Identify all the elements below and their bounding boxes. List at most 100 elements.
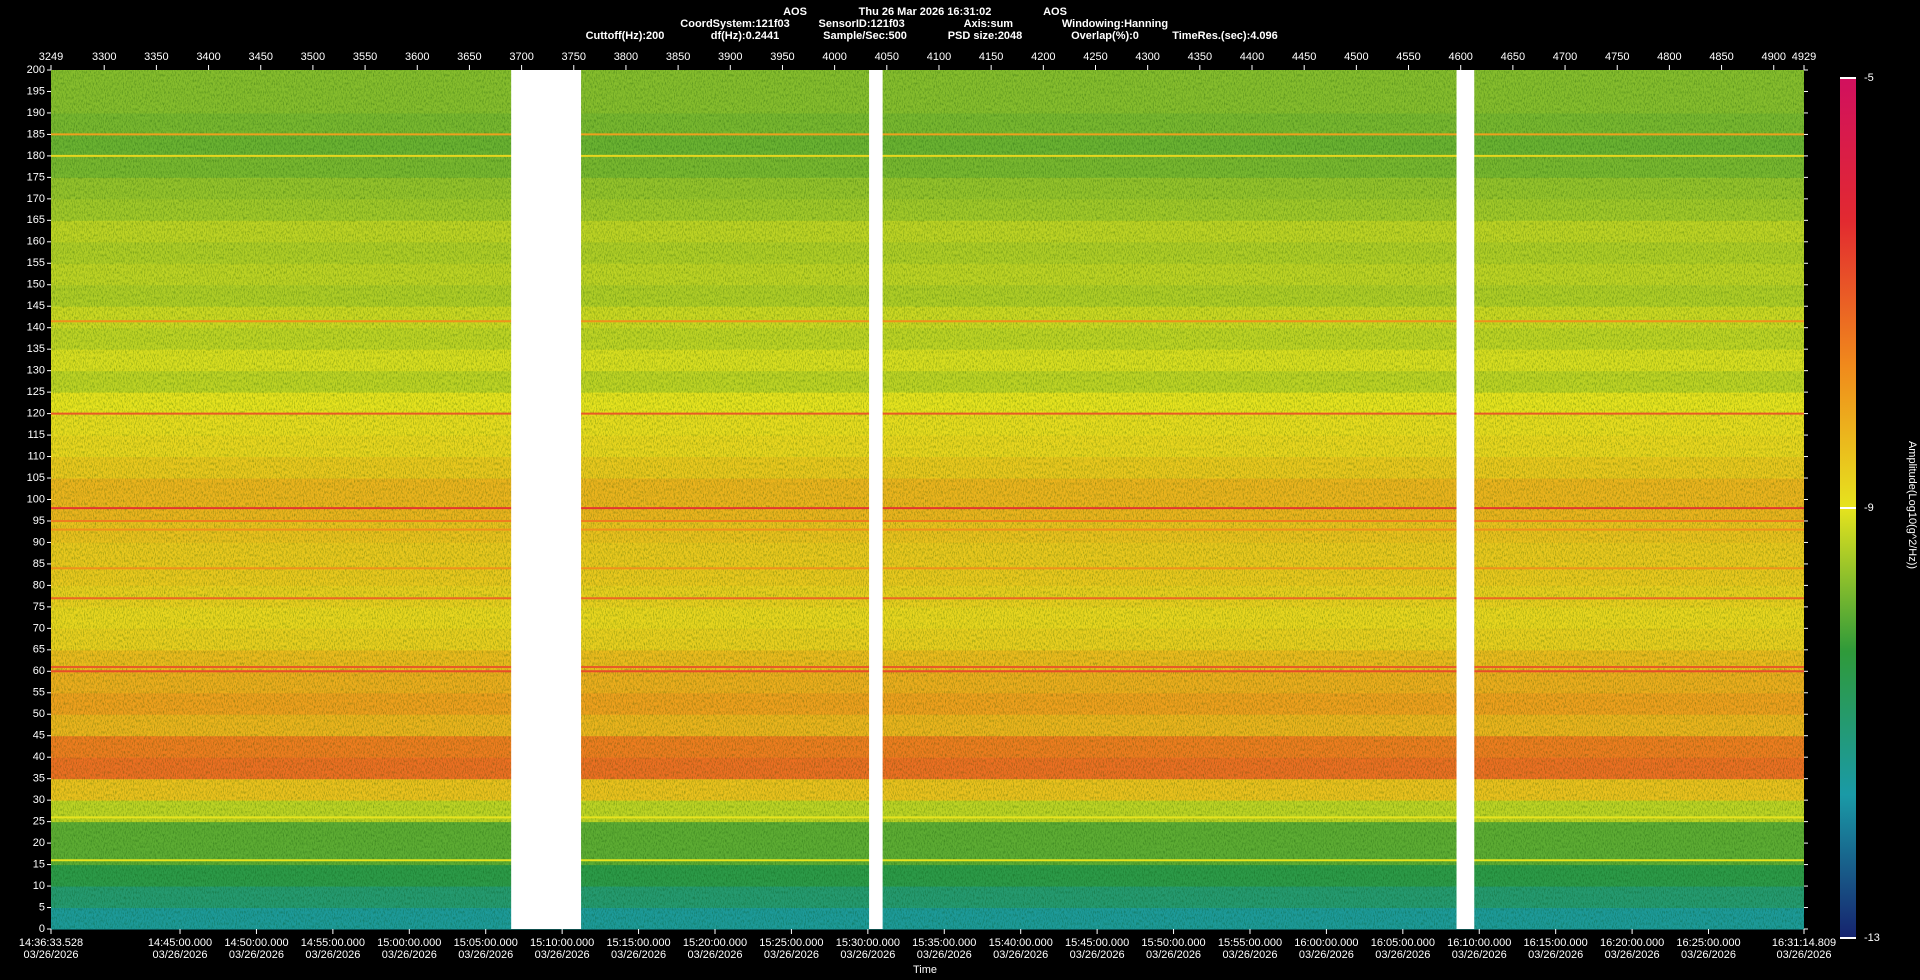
x-tick-label: 3800 <box>614 51 638 63</box>
time-tick-label: 16:25:00.000 <box>1676 937 1740 949</box>
header-field: Thu 26 Mar 2026 16:31:02 <box>859 6 992 18</box>
x-tick-label: 3900 <box>718 51 742 63</box>
header-field: AOS <box>1043 6 1067 18</box>
colorbar-tick-label: -9 <box>1864 502 1874 514</box>
y-tick-label: 190 <box>27 107 45 119</box>
x-tick-label: 4750 <box>1605 51 1629 63</box>
time-tick-label: 15:40:00.000 <box>989 937 1053 949</box>
y-tick-label: 160 <box>27 236 45 248</box>
time-tick-label: 15:20:00.000 <box>683 937 747 949</box>
x-tick-label: 4100 <box>927 51 951 63</box>
time-tick-label: 15:55:00.000 <box>1218 937 1282 949</box>
time-tick-date: 03/26/2026 <box>152 949 207 961</box>
y-tick-label: 50 <box>33 708 45 720</box>
time-tick-date: 03/26/2026 <box>1070 949 1125 961</box>
colorbar-tick-label: -5 <box>1864 72 1874 84</box>
x-tick-label: 4650 <box>1501 51 1525 63</box>
x-tick-label: 4050 <box>875 51 899 63</box>
x-tick-label: 3650 <box>457 51 481 63</box>
x-tick-label: 4300 <box>1135 51 1159 63</box>
time-tick-label: 15:50:00.000 <box>1141 937 1205 949</box>
y-tick-label: 90 <box>33 536 45 548</box>
spectrogram <box>51 70 1804 930</box>
x-tick-label: 4250 <box>1083 51 1107 63</box>
x-tick-label: 4700 <box>1553 51 1577 63</box>
y-tick-label: 10 <box>33 880 45 892</box>
y-tick-label: 170 <box>27 193 45 205</box>
y-tick-label: 185 <box>27 128 45 140</box>
x-tick-label: 3950 <box>770 51 794 63</box>
time-tick-date: 03/26/2026 <box>917 949 972 961</box>
data-gap <box>869 70 883 929</box>
time-tick-date: 03/26/2026 <box>1146 949 1201 961</box>
x-tick-label: 4600 <box>1448 51 1472 63</box>
time-tick-date: 03/26/2026 <box>764 949 819 961</box>
time-tick-label: 16:00:00.000 <box>1294 937 1358 949</box>
y-tick-label: 20 <box>33 837 45 849</box>
y-tick-label: 115 <box>27 429 45 441</box>
header-field: Overlap(%):0 <box>1071 30 1139 42</box>
time-tick-date: 03/26/2026 <box>1452 949 1507 961</box>
y-tick-label: 30 <box>33 794 45 806</box>
x-tick-label: 3500 <box>301 51 325 63</box>
y-tick-label: 5 <box>39 901 45 913</box>
x-tick-label: 3400 <box>196 51 220 63</box>
y-tick-label: 45 <box>33 730 45 742</box>
x-axis-label: Time <box>913 964 937 976</box>
x-tick-label: 3750 <box>562 51 586 63</box>
x-tick-label: 4550 <box>1396 51 1420 63</box>
y-tick-label: 110 <box>27 450 45 462</box>
time-tick-label: 14:55:00.000 <box>301 937 365 949</box>
time-tick-date: 03/26/2026 <box>1299 949 1354 961</box>
time-tick-date: 03/26/2026 <box>1222 949 1277 961</box>
x-tick-label: 4900 <box>1761 51 1785 63</box>
time-tick-label: 15:05:00.000 <box>454 937 518 949</box>
y-tick-label: 135 <box>27 343 45 355</box>
time-tick-label: 14:50:00.000 <box>224 937 288 949</box>
y-tick-label: 150 <box>27 279 45 291</box>
time-tick-date: 03/26/2026 <box>458 949 513 961</box>
time-tick-date: 03/26/2026 <box>1375 949 1430 961</box>
time-tick-label: 15:45:00.000 <box>1065 937 1129 949</box>
colorbar-tick-label: -13 <box>1864 932 1880 944</box>
time-tick-label: 15:00:00.000 <box>377 937 441 949</box>
time-tick-label: 15:10:00.000 <box>530 937 594 949</box>
y-tick-label: 180 <box>27 150 45 162</box>
x-tick-label: 3850 <box>666 51 690 63</box>
y-tick-label: 145 <box>27 300 45 312</box>
time-tick-date: 03/26/2026 <box>840 949 895 961</box>
time-tick-date: 03/26/2026 <box>611 949 666 961</box>
header-field: PSD size:2048 <box>948 30 1023 42</box>
time-tick-date: 03/26/2026 <box>1605 949 1660 961</box>
y-tick-label: 155 <box>27 257 45 269</box>
header-field: Cuttoff(Hz):200 <box>586 30 665 42</box>
y-tick-label: 140 <box>27 322 45 334</box>
time-tick-label: 14:45:00.000 <box>148 937 212 949</box>
y-tick-label: 75 <box>33 601 45 613</box>
time-tick-date: 03/26/2026 <box>305 949 360 961</box>
y-tick-label: 130 <box>27 365 45 377</box>
x-tick-label: 3700 <box>509 51 533 63</box>
y-tick-label: 95 <box>33 515 45 527</box>
time-tick-date: 03/26/2026 <box>1776 949 1831 961</box>
header-field: df(Hz):0.2441 <box>711 30 779 42</box>
time-tick-date: 03/26/2026 <box>23 949 78 961</box>
time-tick-label: 16:31:14.809 <box>1772 937 1836 949</box>
header-field: Axis:sum <box>964 18 1014 30</box>
x-tick-label: 4400 <box>1240 51 1264 63</box>
header-field: Sample/Sec:500 <box>823 30 907 42</box>
y-tick-label: 0 <box>39 923 45 935</box>
texture <box>51 70 1804 929</box>
time-tick-date: 03/26/2026 <box>993 949 1048 961</box>
y-tick-label: 200 <box>27 64 45 76</box>
y-tick-label: 70 <box>33 622 45 634</box>
time-tick-label: 16:05:00.000 <box>1371 937 1435 949</box>
colorbar-label: Amplitude(Log10(g^2/Hz)) <box>1906 441 1918 569</box>
y-tick-label: 55 <box>33 687 45 699</box>
x-tick-label: 4500 <box>1344 51 1368 63</box>
x-tick-label: 4000 <box>822 51 846 63</box>
time-tick-label: 15:15:00.000 <box>606 937 670 949</box>
header-field: SensorID:121f03 <box>819 18 905 30</box>
data-gap <box>1456 70 1475 929</box>
